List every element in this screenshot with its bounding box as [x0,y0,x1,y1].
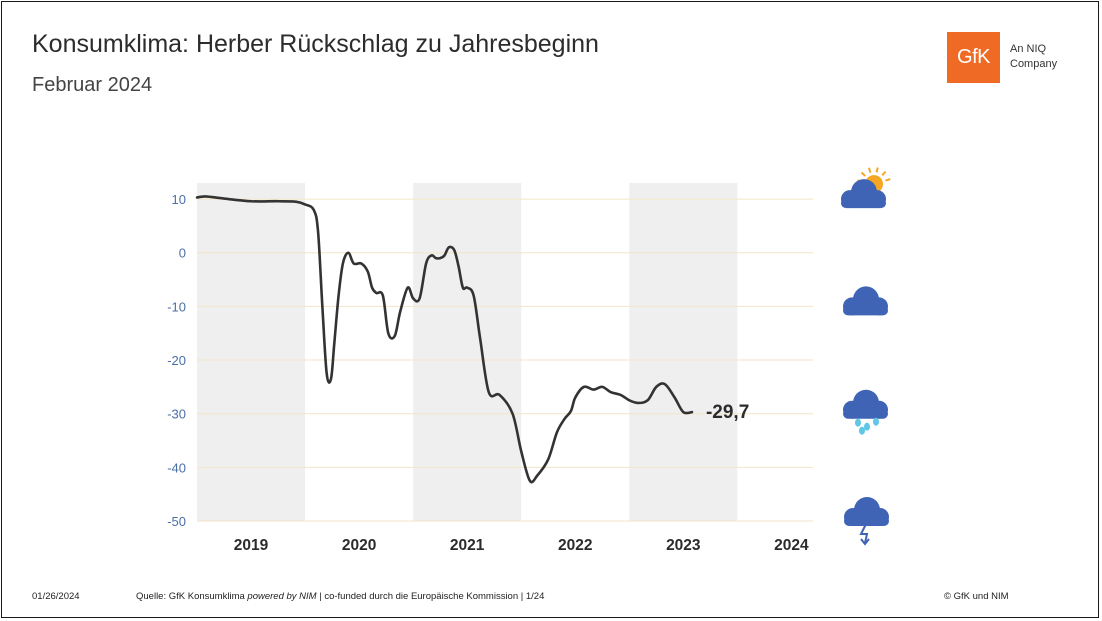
year-band-2021 [413,183,522,521]
logo-tagline-line-1: An NIQ [1010,43,1047,55]
lightning-bolt [859,523,869,544]
footer-source-em: powered by NIM [247,591,317,602]
series-line-konsumklima [195,195,694,484]
x-tick-label: 2019 [234,537,269,554]
rain-drop [859,426,865,435]
logo-text: GfK [957,46,990,68]
footer-source-suffix: | co-funded durch die Europäische Kommis… [316,591,545,602]
last-value-label: -29,7 [706,402,749,423]
y-tick-label: -40 [167,460,186,475]
rain-drop [864,422,870,431]
logo-tagline: An NIQ Company [1010,42,1057,72]
y-tick-label: 0 [179,246,186,261]
footer-source: Quelle: GfK Konsumklima powered by NIM |… [136,591,544,602]
x-tick-label: 2024 [774,537,809,554]
y-tick-label: -10 [167,299,186,314]
logo-tagline-line-2: Company [1010,58,1058,70]
y-tick-label: -30 [167,407,186,422]
y-tick-label: 10 [172,192,186,207]
footer-date: 01/26/2024 [32,591,80,602]
cloud-rain-icon [843,389,888,419]
y-tick-label: -50 [167,514,186,529]
page-subtitle: Februar 2024 [32,74,153,96]
x-tick-label: 2020 [342,537,376,554]
rain-drop [873,417,879,426]
footer-source-prefix: Quelle: GfK Konsumklima [136,591,248,602]
gfk-logo: GfK [947,32,1000,83]
rain-drop [855,418,861,427]
cloud-icon [843,286,888,316]
x-tick-label: 2022 [558,537,592,554]
lightning-arrow [860,538,870,546]
cloud-sun-icon [841,179,886,209]
x-tick-label: 2021 [450,537,485,554]
x-tick-label: 2023 [666,537,701,554]
year-band-2023 [629,183,738,521]
page-title: Konsumklima: Herber Rückschlag zu Jahres… [32,30,599,58]
year-band-2019 [197,183,306,521]
cloud-storm-icon [844,497,889,526]
footer-copyright: © GfK und NIM [944,591,1009,602]
y-tick-label: -20 [167,353,186,368]
